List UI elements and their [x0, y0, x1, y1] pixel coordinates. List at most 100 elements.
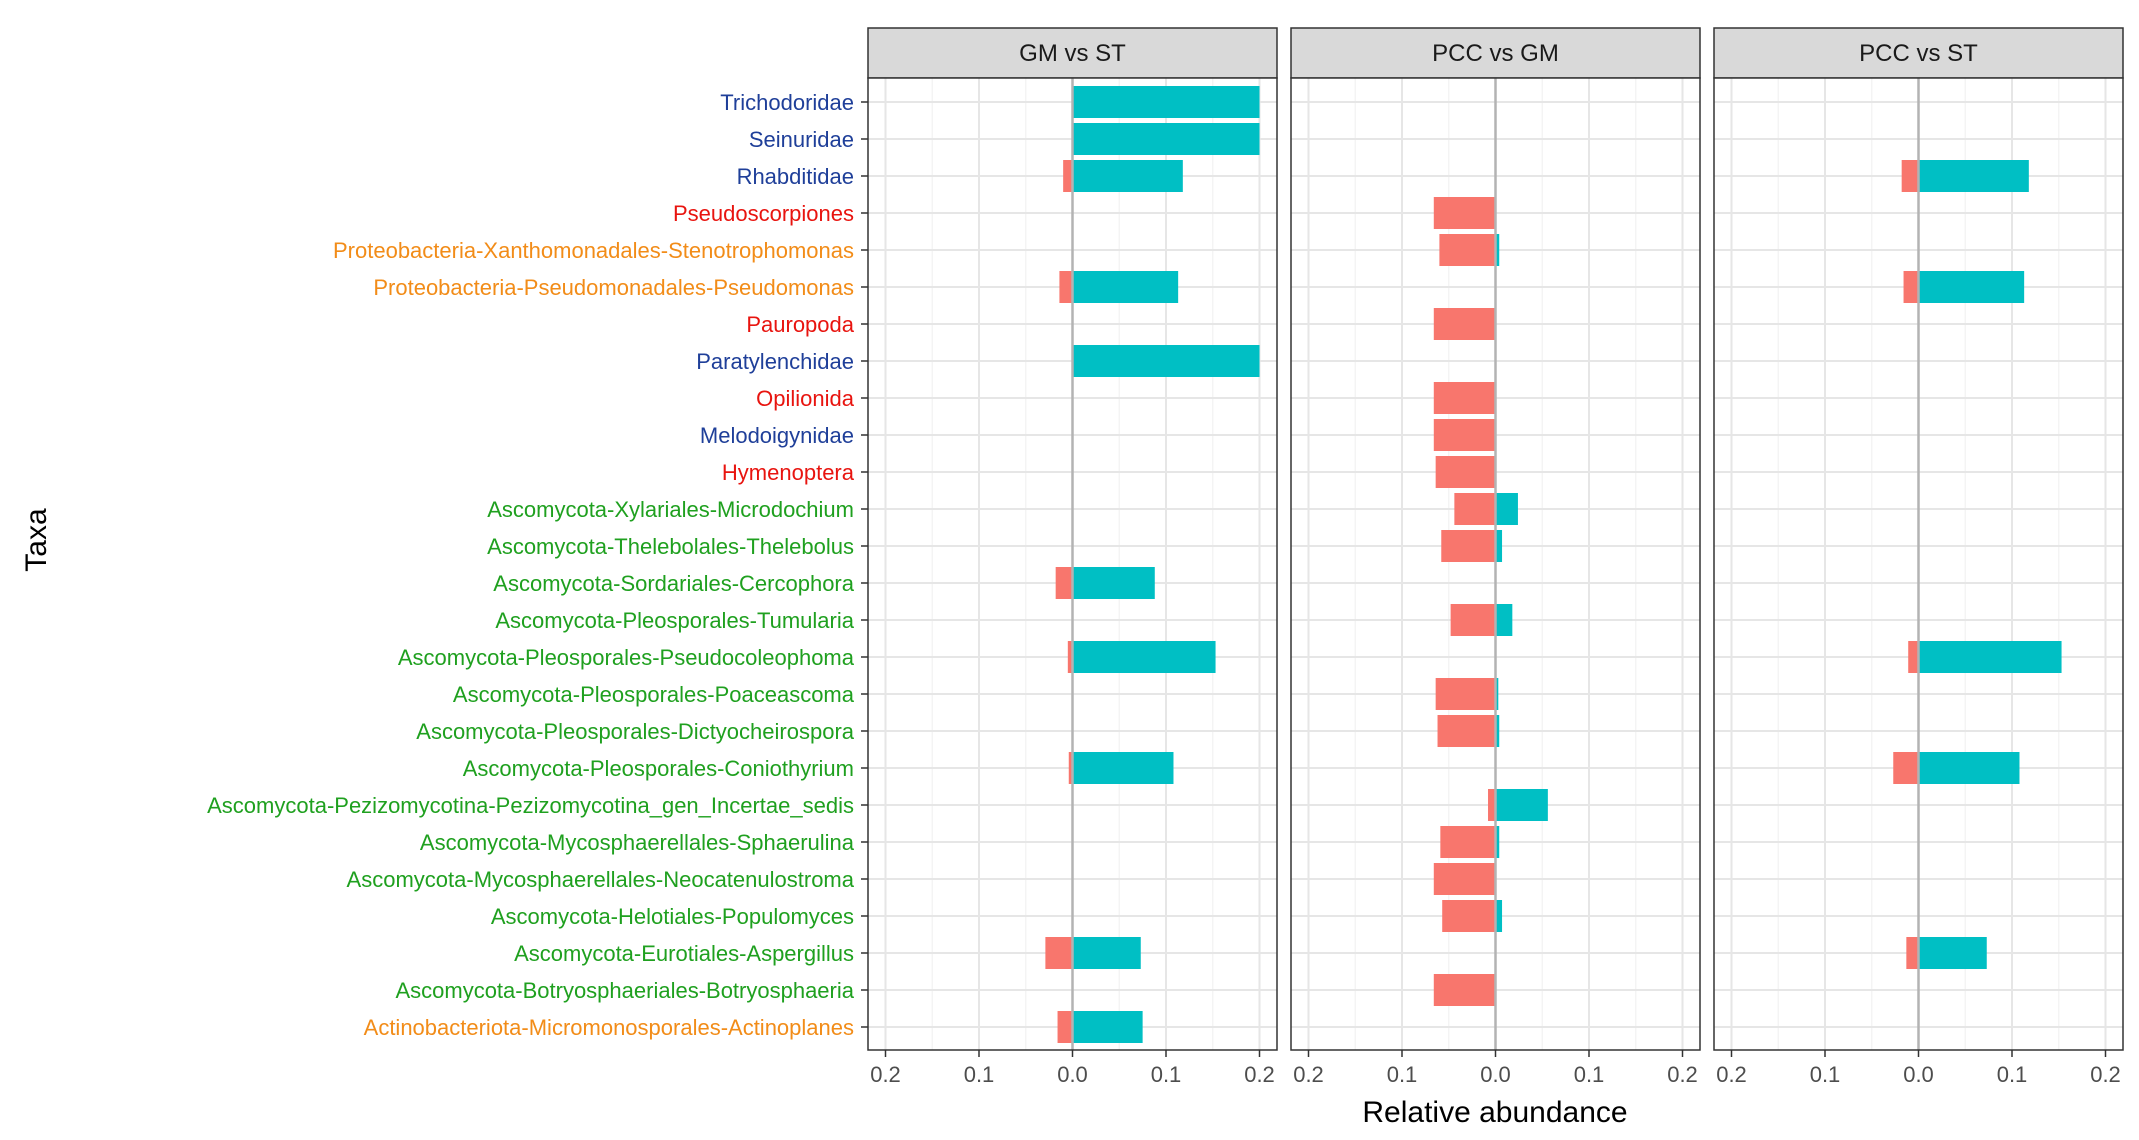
bar-negative: [1045, 937, 1073, 969]
x-tick-label: 0.2: [870, 1062, 901, 1087]
bar-negative: [1437, 715, 1496, 747]
panel-strip-label: GM vs ST: [1019, 40, 1126, 67]
bar-positive: [1495, 234, 1500, 266]
bar-positive: [1072, 641, 1216, 673]
panel-strip-label: PCC vs GM: [1432, 40, 1559, 67]
bar-negative: [1901, 160, 1919, 192]
x-tick-label: 0.0: [1480, 1062, 1511, 1087]
bar-positive: [1072, 1011, 1143, 1043]
bar-positive: [1918, 160, 2029, 192]
bar-positive: [1495, 493, 1518, 525]
panels-layer: GM vs ST 0.2 0.1 0.0 0.1 0.2 PCC vs GM 0.2 0.1 0.…: [867, 27, 2124, 1087]
x-tick-label: 0.1: [964, 1062, 995, 1087]
bar-positive: [1495, 826, 1500, 858]
bar-negative: [1454, 493, 1496, 525]
bar-positive: [1072, 567, 1155, 599]
bar-negative: [1057, 1011, 1073, 1043]
bar-positive: [1072, 271, 1179, 303]
taxon-label: Ascomycota-Pleosporales-Coniothyrium: [463, 756, 854, 781]
x-tick-label: 0.1: [1997, 1062, 2028, 1087]
taxon-label: Paratylenchidae: [696, 349, 854, 374]
taxon-label: Proteobacteria-Xanthomonadales-Stenotrop…: [333, 238, 854, 263]
panel-1: GM vs ST 0.2 0.1 0.0 0.1 0.2: [867, 27, 1278, 1087]
bar-negative: [1435, 678, 1496, 710]
taxon-label: Actinobacteriota-Micromonosporales-Actin…: [364, 1015, 854, 1040]
taxon-label: Pseudoscorpiones: [673, 201, 854, 226]
taxon-label: Ascomycota-Eurotiales-Aspergillus: [514, 941, 854, 966]
bar-positive: [1072, 123, 1260, 155]
panel-strip-label: PCC vs ST: [1859, 40, 1978, 67]
taxon-label: Ascomycota-Helotiales-Populomyces: [491, 904, 854, 929]
taxon-label: Ascomycota-Thelebolales-Thelebolus: [487, 534, 854, 559]
taxa-labels-layer: Trichodoridae Seinuridae Rhabditidae Pseudo…: [207, 90, 868, 1040]
taxon-label: Ascomycota-Mycosphaerellales-Neocatenulo…: [347, 867, 855, 892]
taxon-label: Rhabditidae: [737, 164, 854, 189]
taxon-label: Melodoigynidae: [700, 423, 854, 448]
bar-negative: [1442, 900, 1496, 932]
taxon-label: Ascomycota-Mycosphaerellales-Sphaerulina: [420, 830, 855, 855]
taxon-label: Ascomycota-Xylariales-Microdochium: [487, 497, 854, 522]
bar-negative: [1435, 456, 1496, 488]
bar-negative: [1903, 271, 1919, 303]
y-axis-title: Taxa: [20, 508, 53, 572]
bar-positive: [1072, 86, 1260, 118]
bar-negative: [1450, 604, 1496, 636]
taxon-label: Ascomycota-Pezizomycotina-Pezizomycotina…: [207, 793, 854, 818]
bar-positive: [1918, 641, 2062, 673]
bar-negative: [1433, 974, 1496, 1006]
bar-positive: [1072, 345, 1260, 377]
bar-positive: [1918, 937, 1987, 969]
x-tick-label: 0.2: [1293, 1062, 1324, 1087]
x-tick-label: 0.2: [2090, 1062, 2121, 1087]
bar-negative: [1067, 641, 1073, 673]
taxon-label: Ascomycota-Pleosporales-Poaceascoma: [453, 682, 855, 707]
taxon-label: Trichodoridae: [720, 90, 854, 115]
bar-positive: [1495, 678, 1499, 710]
bar-negative: [1068, 752, 1073, 784]
bar-negative: [1439, 234, 1496, 266]
bar-negative: [1063, 160, 1073, 192]
x-tick-label: 0.1: [1151, 1062, 1182, 1087]
taxon-label: Opilionida: [756, 386, 855, 411]
bar-positive: [1495, 715, 1500, 747]
bar-negative: [1433, 863, 1496, 895]
bar-negative: [1893, 752, 1919, 784]
taxon-label: Ascomycota-Pleosporales-Pseudocoleophoma: [398, 645, 855, 670]
bar-negative: [1433, 197, 1496, 229]
bar-negative: [1433, 308, 1496, 340]
bar-negative: [1433, 382, 1496, 414]
bar-negative: [1908, 641, 1919, 673]
bar-negative: [1059, 271, 1073, 303]
taxon-label: Hymenoptera: [722, 460, 855, 485]
bar-positive: [1072, 160, 1183, 192]
bar-positive: [1918, 271, 2025, 303]
taxon-label: Ascomycota-Pleosporales-Dictyocheirospor…: [416, 719, 854, 744]
bar-negative: [1440, 826, 1496, 858]
bar-positive: [1918, 752, 2020, 784]
panel-strip: [867, 27, 1278, 79]
taxon-label: Proteobacteria-Pseudomonadales-Pseudomon…: [373, 275, 854, 300]
panel-2: PCC vs GM 0.2 0.1 0.0 0.1 0.2: [1290, 27, 1701, 1087]
x-tick-label: 0.1: [1574, 1062, 1605, 1087]
panel-strip: [1713, 27, 2124, 79]
x-axis-title: Relative abundance: [1362, 1096, 1627, 1129]
x-tick-label: 0.1: [1810, 1062, 1841, 1087]
bar-positive: [1072, 937, 1141, 969]
taxon-label: Seinuridae: [749, 127, 854, 152]
taxon-label: Ascomycota-Sordariales-Cercophora: [493, 571, 854, 596]
bar-negative: [1906, 937, 1919, 969]
x-tick-label: 0.0: [1057, 1062, 1088, 1087]
bar-negative: [1441, 530, 1496, 562]
bar-negative: [1488, 789, 1496, 821]
taxon-label: Ascomycota-Pleosporales-Tumularia: [495, 608, 854, 633]
bar-negative: [1055, 567, 1073, 599]
bar-positive: [1495, 530, 1503, 562]
x-tick-label: 0.2: [1244, 1062, 1275, 1087]
bar-positive: [1495, 604, 1513, 636]
x-tick-label: 0.0: [1903, 1062, 1934, 1087]
bar-positive: [1072, 752, 1174, 784]
taxon-label: Ascomycota-Botryosphaeriales-Botryosphae…: [395, 978, 854, 1003]
bar-positive: [1495, 789, 1548, 821]
